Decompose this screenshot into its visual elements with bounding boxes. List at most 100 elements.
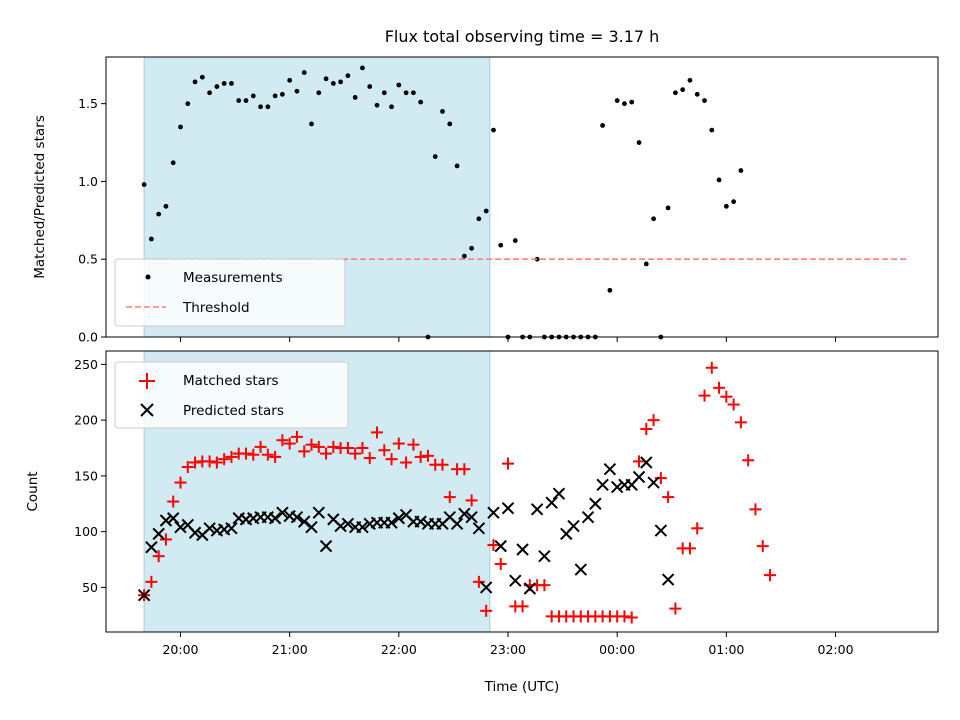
matched-star-point (727, 398, 740, 411)
matched-star-point (713, 381, 726, 394)
measurement-point (236, 98, 242, 103)
y-tick-label: 1.0 (78, 174, 98, 189)
top-legend-box (114, 258, 346, 327)
matched-star-point (167, 495, 180, 508)
measurement-point (614, 98, 620, 103)
x-tick-label: 01:00 (708, 642, 744, 657)
measurement-point (716, 177, 722, 183)
matched-star-point (487, 539, 500, 552)
measurement-point (418, 99, 424, 105)
matched-star-point (414, 450, 427, 463)
predicted-star-point (530, 503, 544, 516)
matched-star-point (742, 454, 755, 467)
predicted-star-point (661, 573, 675, 586)
x-tick-label: 00:00 (599, 642, 635, 657)
matched-star-point (683, 542, 696, 555)
predicted-star-point (276, 506, 289, 519)
measurement-point (600, 123, 606, 128)
y-tick-label: 50 (82, 580, 98, 595)
x-tick-label: 02:00 (818, 642, 854, 657)
top-panel: 0.0 0.5 1.0 1.5 Matched/Predicted stars Mea… (32, 56, 939, 345)
measurement-point (498, 242, 504, 248)
matched-star-point (218, 453, 231, 466)
measurement-point (360, 65, 365, 71)
matched-star-point (705, 361, 718, 374)
matched-star-point (261, 448, 274, 461)
matched-star-point (756, 540, 769, 553)
matched-star-point (633, 455, 646, 468)
matched-star-point (618, 610, 631, 623)
matched-star-point (341, 442, 354, 455)
predicted-star-point (341, 517, 355, 531)
measurement-point (461, 253, 467, 259)
x-tick-label: 22:00 (381, 642, 417, 657)
predicted-star-point (145, 541, 158, 554)
measurement-point (389, 104, 394, 110)
matched-star-point (472, 575, 485, 588)
measurement-point (651, 216, 656, 222)
measurement-point (629, 99, 635, 105)
matched-star-point (698, 389, 711, 402)
bottom-legend-box (114, 361, 349, 429)
matched-star-point (392, 437, 405, 450)
predicted-star-point (298, 515, 311, 528)
predicted-star-point (188, 526, 202, 539)
measurement-point (396, 82, 402, 88)
matched-star-point (371, 426, 384, 439)
matched-star-point (254, 440, 267, 453)
measurement-point (221, 81, 227, 86)
predicted-star-point (312, 506, 325, 519)
matched-star-point (662, 491, 675, 504)
matched-star-point (159, 533, 172, 546)
matched-star-point (327, 440, 340, 453)
bottom-legend: Matched stars Predicted stars (114, 361, 349, 429)
matched-star-point (290, 430, 303, 443)
matched-star-point (647, 414, 660, 427)
predicted-star-point (509, 574, 522, 587)
predicted-star-point (654, 524, 668, 537)
matched-star-point (225, 450, 238, 463)
matched-star-point (283, 437, 296, 450)
measurement-point (170, 160, 176, 166)
predicted-star-point (589, 497, 602, 510)
x-axis-label: Time (UTC) (484, 679, 560, 695)
predicted-star-point (567, 519, 580, 533)
predicted-star-point (603, 462, 617, 476)
matched-star-point (465, 494, 478, 507)
measurement-point (192, 79, 198, 85)
predicted-star-point (334, 519, 347, 533)
matched-star-point (443, 491, 456, 504)
legend-predicted-marker (140, 403, 154, 417)
matched-stars-series (138, 361, 777, 624)
matched-star-point (181, 460, 194, 473)
matched-star-point (749, 503, 762, 516)
measurement-point (534, 256, 540, 262)
predicted-star-point (516, 543, 529, 556)
matched-star-point (669, 602, 682, 615)
y-tick-label: 0.5 (78, 252, 98, 267)
measurement-point (163, 203, 169, 209)
predicted-star-point (152, 527, 165, 541)
matched-star-point (720, 390, 733, 403)
y-tick-label: 150 (74, 468, 98, 483)
predicted-star-point (552, 487, 566, 500)
predicted-star-point (167, 512, 180, 525)
predicted-stars-series (137, 456, 675, 602)
measurement-point (178, 124, 183, 130)
matched-star-point (247, 448, 260, 461)
matched-star-point (276, 434, 289, 447)
matched-star-point (625, 611, 638, 624)
matched-star-point (502, 457, 515, 470)
legend-threshold-label: Threshold (182, 300, 250, 316)
predicted-star-point (574, 563, 587, 576)
measurement-point (687, 77, 693, 83)
x-axis: 20:00 21:00 22:00 23:00 00:00 01:00 02:00 (162, 632, 854, 657)
matched-star-point (152, 550, 165, 563)
measurement-point (723, 203, 729, 209)
top-plot-frame (105, 56, 939, 338)
top-y-axis-label: Matched/Predicted stars (32, 115, 48, 278)
measurement-point (229, 81, 234, 86)
matched-star-point (480, 604, 493, 617)
measurement-point (483, 208, 489, 214)
